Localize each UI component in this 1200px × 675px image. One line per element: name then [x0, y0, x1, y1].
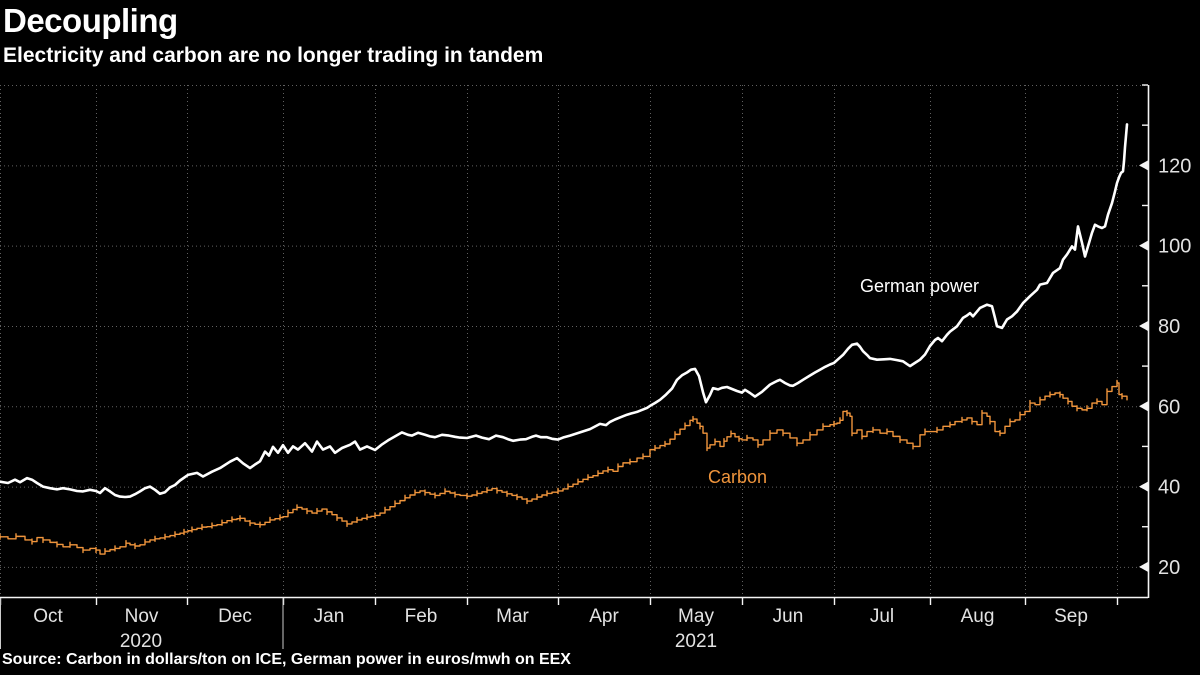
x-axis-month-label: Apr	[589, 606, 619, 627]
x-axis-month-label: Feb	[405, 606, 438, 627]
y-axis-label: 120	[1158, 155, 1191, 177]
y-axis-label: 60	[1158, 396, 1180, 418]
y-major-tick	[1139, 561, 1148, 572]
german-power-line	[0, 123, 1129, 499]
chart-subtitle: Electricity and carbon are no longer tra…	[3, 44, 544, 67]
x-axis-month-label: Mar	[496, 606, 529, 627]
y-major-tick	[1139, 401, 1148, 412]
source-note: Source: Carbon in dollars/ton on ICE, Ge…	[2, 651, 571, 668]
series-label-german-power: German power	[860, 276, 979, 296]
carbon-line	[0, 379, 1128, 555]
x-axis-month-label: May	[678, 606, 714, 627]
x-axis-month-label: Sep	[1054, 606, 1088, 627]
y-major-tick	[1139, 481, 1148, 492]
x-axis-month-label: Dec	[218, 606, 252, 627]
y-major-tick	[1139, 240, 1148, 251]
x-axis-year-label: 2020	[120, 631, 162, 652]
y-axis-label: 20	[1158, 557, 1180, 579]
y-axis-label: 100	[1158, 236, 1191, 258]
y-major-tick	[1139, 320, 1148, 331]
chart-title: Decoupling	[3, 2, 178, 39]
axes	[0, 84, 1150, 649]
x-axis-month-label: Nov	[125, 606, 159, 627]
y-axis-label: 80	[1158, 316, 1180, 338]
gridlines	[0, 85, 1148, 597]
x-axis-month-label: Jan	[314, 606, 345, 627]
y-major-tick	[1139, 160, 1148, 171]
x-axis-month-label: Oct	[33, 606, 63, 627]
x-axis-year-label: 2021	[675, 631, 717, 652]
axis-labels: 20 40 60 80 100 120 Oct Nov Dec Jan Feb Mar Apr May Ju…	[33, 155, 1191, 652]
x-axis-month-label: Aug	[961, 606, 995, 627]
x-axis-month-label: Jun	[773, 606, 804, 627]
x-axis-month-label: Jul	[870, 606, 894, 627]
series-label-carbon: Carbon	[708, 467, 767, 487]
y-axis-label: 40	[1158, 477, 1180, 499]
